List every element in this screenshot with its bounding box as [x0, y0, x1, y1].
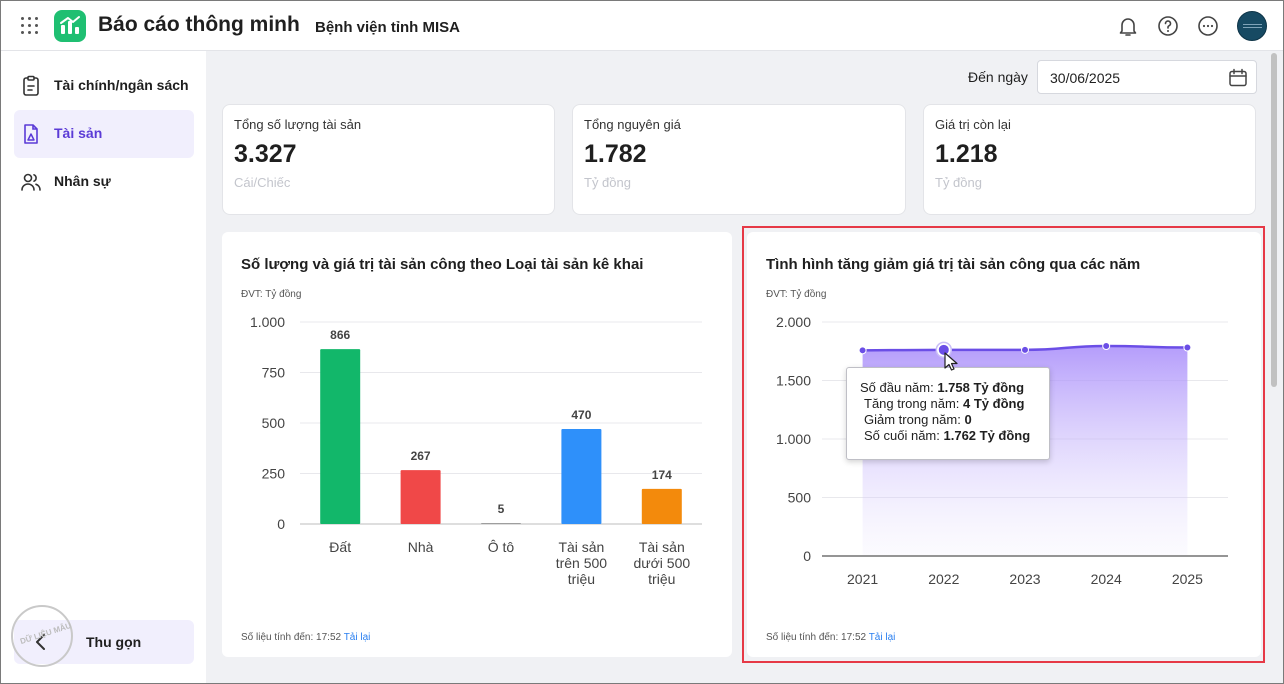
kpi-unit: Cái/Chiếc [234, 175, 291, 190]
x-tick-label: 2025 [1172, 571, 1203, 587]
org-name[interactable]: Bệnh viện tỉnh MISA [315, 19, 461, 36]
x-tick-label: Tài sản [639, 539, 685, 555]
last-updated-text: Số liệu tính đến: 17:52 [241, 632, 342, 643]
reload-link[interactable]: Tải lại [868, 632, 896, 643]
bar[interactable] [641, 488, 682, 524]
sidebar: Tài chính/ngân sách Tài sản Nhân sự Thu … [1, 51, 206, 683]
bar-value-label: 267 [411, 449, 431, 463]
data-point-halo [935, 341, 953, 359]
data-point[interactable] [1183, 343, 1192, 352]
chart-tooltip: Số đầu năm: 1.758 Tỷ đồng Tăng trong năm… [846, 367, 1050, 460]
x-tick-label: 2021 [847, 571, 878, 587]
y-tick-label: 500 [788, 490, 812, 506]
y-tick-label: 0 [277, 516, 285, 532]
x-tick-label: Ô tô [488, 539, 515, 555]
bar-value-label: 470 [571, 408, 591, 422]
clipboard-icon [23, 75, 39, 96]
chart-unit-label: ĐVT: Tỷ đồng [241, 289, 302, 300]
x-tick-label: Tài sản [558, 539, 604, 555]
page-scrollbar[interactable] [1271, 53, 1277, 387]
kpi-title: Tổng nguyên giá [584, 117, 681, 132]
bar-value-label: 5 [498, 502, 505, 516]
sidebar-item-label: Nhân sự [54, 173, 111, 189]
kpi-value: 1.782 [584, 140, 647, 168]
x-tick-label: 2023 [1009, 571, 1040, 587]
bar-value-label: 174 [652, 468, 672, 482]
bar[interactable] [320, 349, 361, 524]
y-tick-label: 250 [262, 466, 286, 482]
user-avatar[interactable] [1237, 11, 1267, 41]
more-options-icon[interactable] [1196, 14, 1220, 38]
app-title: Báo cáo thông minh [98, 13, 300, 36]
tooltip-row-opening: Số đầu năm: 1.758 Tỷ đồng [860, 380, 1025, 395]
kpi-card-original-cost: Tổng nguyên giá 1.782 Tỷ đồng [572, 104, 906, 215]
x-tick-label: 2024 [1091, 571, 1122, 587]
x-tick-label: Đất [329, 539, 351, 555]
chart-title: Tình hình tăng giảm giá trị tài sản công… [766, 256, 1141, 273]
notification-bell-icon[interactable] [1116, 14, 1140, 38]
data-point-active[interactable] [936, 342, 951, 357]
data-point[interactable] [858, 346, 867, 355]
sidebar-item-assets[interactable]: Tài sản [14, 110, 194, 158]
help-icon[interactable] [1156, 14, 1180, 38]
sidebar-item-label: Tài sản [54, 125, 103, 141]
sample-data-stamp: DỮ LIỆU MẪU [11, 605, 73, 667]
x-tick-label: Nhà [408, 539, 434, 555]
date-filter-label: Đến ngày [968, 69, 1028, 85]
mouse-cursor-icon [944, 352, 958, 371]
bar-value-label: 866 [330, 328, 350, 342]
chart-title: Số lượng và giá trị tài sản công theo Lo… [241, 256, 644, 273]
x-tick-label: 2022 [928, 571, 959, 587]
calendar-icon[interactable] [1228, 68, 1248, 88]
kpi-value: 1.218 [935, 140, 998, 168]
chart-footer: Số liệu tính đến: 17:52 Tải lại [241, 632, 370, 643]
asset-document-icon [24, 124, 38, 144]
reload-link[interactable]: Tải lại [343, 632, 371, 643]
highlight-frame [742, 226, 1265, 663]
y-tick-label: 750 [262, 365, 286, 381]
kpi-title: Tổng số lượng tài sản [234, 117, 362, 132]
y-tick-label: 500 [262, 415, 286, 431]
x-tick-label: triệu [568, 571, 595, 587]
y-tick-label: 1.000 [776, 431, 811, 447]
tooltip-row-decrease: Giảm trong năm: 0 [864, 412, 972, 427]
kpi-unit: Tỷ đồng [584, 175, 631, 190]
collapse-label: Thu gọn [86, 634, 142, 650]
tooltip-row-increase: Tăng trong năm: 4 Tỷ đồng [864, 396, 1025, 411]
top-header: Báo cáo thông minh Bệnh viện tỉnh MISA [1, 1, 1283, 51]
data-point[interactable] [1102, 341, 1111, 350]
bar-chart-card: Số lượng và giá trị tài sản công theo Lo… [222, 232, 732, 657]
bar[interactable] [400, 470, 441, 524]
y-tick-label: 1.500 [776, 373, 811, 389]
y-tick-label: 0 [803, 548, 811, 564]
y-tick-label: 2.000 [776, 314, 811, 330]
sidebar-item-label: Tài chính/ngân sách [54, 77, 189, 93]
chart-footer: Số liệu tính đến: 17:52 Tải lại [766, 632, 895, 643]
data-point[interactable] [1021, 345, 1029, 354]
app-logo-icon [54, 10, 86, 42]
sidebar-item-finance[interactable]: Tài chính/ngân sách [14, 62, 194, 110]
tooltip-row-closing: Số cuối năm: 1.762 Tỷ đồng [864, 428, 1031, 443]
x-tick-label: dưới 500 [633, 555, 690, 571]
kpi-value: 3.327 [234, 140, 297, 168]
date-input[interactable]: 30/06/2025 [1037, 60, 1257, 94]
users-icon [21, 173, 41, 191]
bar[interactable] [481, 522, 521, 524]
chart-unit-label: ĐVT: Tỷ đồng [766, 289, 827, 300]
x-tick-label: trên 500 [556, 555, 608, 571]
date-value: 30/06/2025 [1050, 70, 1121, 86]
kpi-card-total-assets: Tổng số lượng tài sản 3.327 Cái/Chiếc [222, 104, 555, 215]
x-tick-label: triệu [648, 571, 675, 587]
app-launcher-icon[interactable] [21, 17, 39, 35]
bar[interactable] [561, 429, 602, 524]
last-updated-text: Số liệu tính đến: 17:52 [766, 632, 867, 643]
kpi-title: Giá trị còn lại [935, 117, 1011, 132]
y-tick-label: 1.000 [250, 314, 285, 330]
sidebar-item-hr[interactable]: Nhân sự [14, 158, 194, 206]
kpi-card-remaining-value: Giá trị còn lại 1.218 Tỷ đồng [923, 104, 1256, 215]
kpi-unit: Tỷ đồng [935, 175, 982, 190]
bar-chart: 0 250 500 750 1.000 866 Đất 267 Nhà 5 Ô tô 470 Tài s… [250, 314, 702, 587]
